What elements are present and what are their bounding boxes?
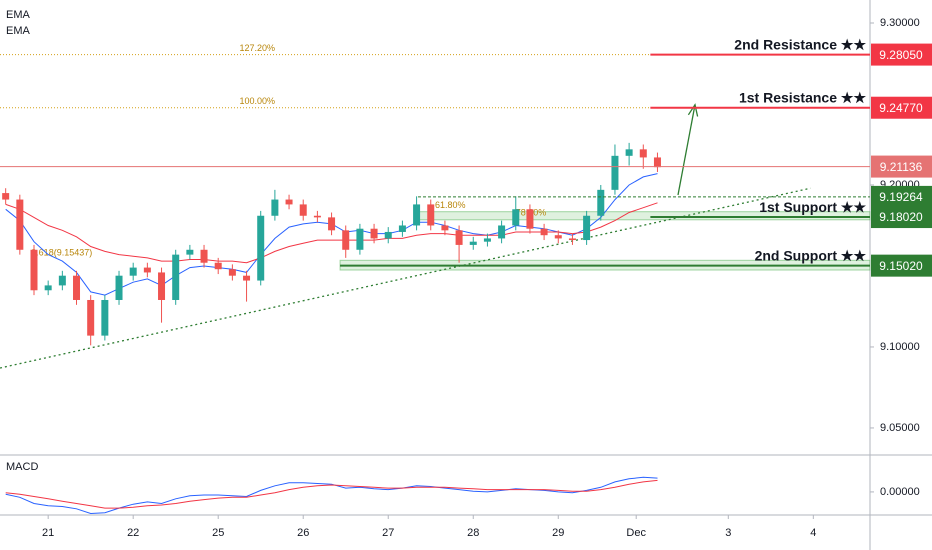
candle-body (271, 199, 279, 216)
level-label: 2nd Support ★★ (755, 247, 867, 263)
ema-line (5, 202, 658, 264)
candle-body (172, 254, 180, 300)
x-tick-label: 27 (382, 527, 394, 539)
candle-body (73, 275, 81, 300)
candle-body (214, 262, 222, 270)
fib-label: 100.00% (239, 96, 275, 106)
price-tag (871, 96, 932, 119)
price-tag-label: 9.21136 (880, 160, 923, 174)
price-tag-label: 9.24770 (879, 101, 923, 115)
fib-label: 127.20% (239, 43, 275, 53)
y-tick-label: 9.30000 (880, 17, 920, 29)
arrow (677, 104, 696, 196)
candle-body (526, 209, 534, 229)
candle-body (30, 249, 38, 291)
candle-body (257, 215, 265, 281)
price-tag-label: 9.28050 (879, 48, 923, 62)
candle-body (186, 249, 194, 255)
indicator-label: EMA (6, 9, 31, 21)
candle-body (243, 275, 251, 281)
price-tag (871, 43, 932, 66)
x-tick-label: Dec (626, 527, 646, 539)
candle-body (58, 275, 66, 286)
candle-body (44, 285, 52, 291)
macd-line (5, 479, 658, 509)
candle-body (200, 249, 208, 263)
x-tick-label: 21 (42, 527, 54, 539)
macd-label: MACD (6, 461, 38, 473)
candle-body (129, 267, 137, 276)
candle-body (115, 275, 123, 300)
candle-body (498, 225, 506, 239)
candle-body (356, 228, 364, 250)
macd-y-tick-label: 0.00000 (880, 486, 920, 498)
candle-body (639, 149, 647, 158)
candle-body (483, 238, 491, 242)
candle-body (427, 204, 435, 226)
candle-body (597, 189, 605, 216)
fib-label: 0.618(9.15437) (31, 247, 92, 257)
arrow-head (687, 103, 699, 117)
candle-body (512, 209, 520, 226)
candle-body (625, 149, 633, 156)
candle-body (653, 157, 661, 168)
candle-body (87, 299, 95, 336)
candle-body (285, 199, 293, 205)
candle-body (441, 225, 449, 231)
price-tag-label: 9.18020 (879, 210, 923, 224)
candle-body (554, 235, 562, 239)
candle-body (101, 299, 109, 336)
candle-body (455, 230, 463, 245)
fib-label: 61.80% (435, 200, 466, 210)
x-tick-label: 3 (725, 527, 731, 539)
x-tick-label: 25 (212, 527, 224, 539)
price-tag (871, 254, 932, 277)
y-tick-label: 9.10000 (880, 341, 920, 353)
y-tick-label: 9.05000 (880, 422, 920, 434)
x-tick-label: 26 (297, 527, 309, 539)
candle-body (583, 215, 591, 241)
candle-body (158, 272, 166, 300)
candle-body (16, 199, 24, 250)
candle-body (540, 228, 548, 236)
macd-line (5, 476, 658, 515)
price-tag-label: 9.19264 (879, 190, 923, 204)
trendline (0, 187, 811, 369)
price-tag-label: 9.15020 (879, 259, 923, 273)
candle-body (2, 193, 10, 200)
candle-body (299, 204, 307, 216)
candle-body (384, 231, 392, 239)
candle-body (469, 241, 477, 245)
price-tag (871, 155, 932, 178)
x-tick-label: 29 (552, 527, 564, 539)
x-tick-label: 4 (810, 527, 816, 539)
level-label: 2nd Resistance ★★ (734, 36, 866, 52)
candle-body (398, 225, 406, 232)
candle-body (228, 269, 236, 276)
x-tick-label: 28 (467, 527, 479, 539)
candle-body (143, 267, 151, 273)
level-label: 1st Support ★★ (759, 199, 866, 215)
candle-body (370, 228, 378, 239)
price-tag (871, 185, 932, 208)
candle-body (611, 155, 619, 190)
candle-body (568, 238, 576, 241)
price-tag (871, 206, 932, 229)
level-label: 1st Resistance ★★ (739, 89, 866, 105)
x-tick-label: 22 (127, 527, 139, 539)
candle-body (328, 217, 336, 231)
candle-body (413, 204, 421, 226)
indicator-label: EMA (6, 25, 31, 37)
candle-body (342, 230, 350, 250)
candle-body (313, 215, 321, 218)
